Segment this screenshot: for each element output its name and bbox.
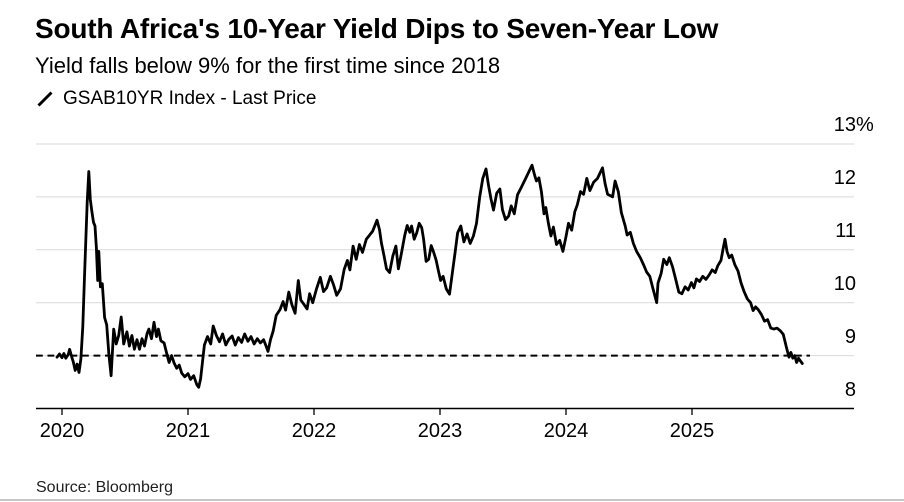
legend-label: GSAB10YR Index - Last Price: [63, 88, 317, 109]
y-axis-label: 10: [833, 272, 856, 295]
x-axis-label: 2021: [165, 420, 211, 442]
slash-line-icon: [36, 90, 54, 108]
legend: GSAB10YR Index - Last Price: [36, 88, 316, 110]
y-axis-label: 13%: [833, 114, 874, 136]
chart-subtitle: Yield falls below 9% for the first time …: [35, 53, 501, 78]
x-axis-label: 2020: [39, 420, 85, 442]
chart-title: South Africa's 10-Year Yield Dips to Sev…: [35, 13, 719, 44]
y-axis-label: 8: [844, 378, 856, 401]
x-axis-label: 2025: [669, 420, 715, 442]
x-axis-label: 2024: [543, 420, 589, 442]
source-note: Source: Bloomberg: [36, 479, 173, 496]
series-line: [55, 163, 804, 389]
y-axis-label: 12: [833, 166, 856, 189]
y-axis-label: 11: [835, 219, 856, 242]
bottom-divider: [0, 499, 904, 501]
x-axis-label: 2022: [291, 420, 337, 442]
y-axis-label: 9: [844, 325, 856, 348]
percent-unit: %: [856, 114, 874, 136]
x-axis-label: 2023: [417, 420, 463, 442]
